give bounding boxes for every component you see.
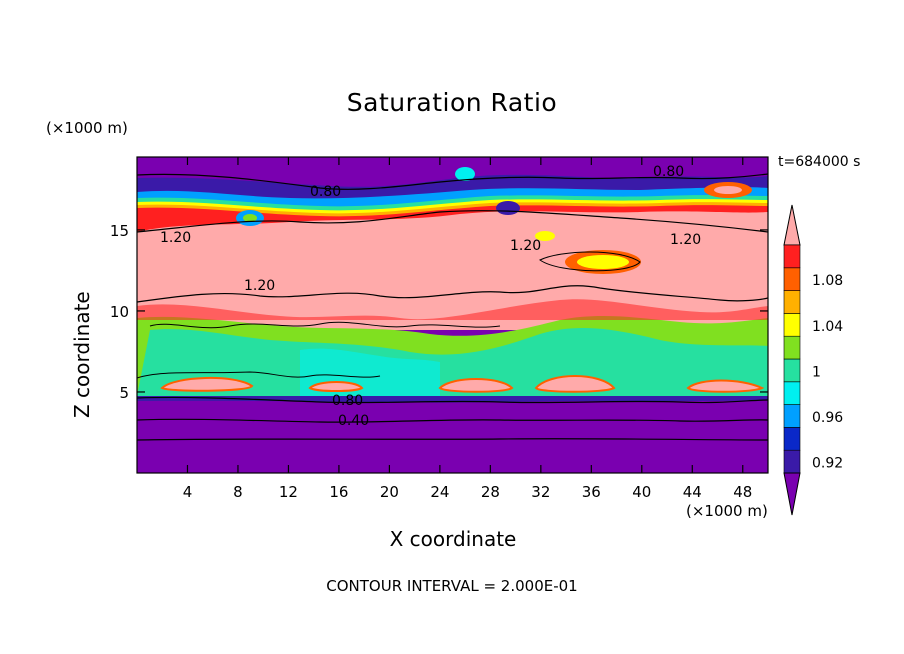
colorbar-extend-top bbox=[783, 204, 801, 246]
blob-3b bbox=[714, 186, 742, 194]
x-tick-label: 20 bbox=[380, 483, 399, 501]
field-lower-dry bbox=[137, 396, 768, 473]
blob-4 bbox=[455, 167, 475, 181]
lens-1 bbox=[160, 377, 254, 392]
y-axis-unit: (×1000 m) bbox=[46, 119, 128, 137]
plot-frame bbox=[136, 156, 769, 474]
colorbar-tick-label: 1.08 bbox=[812, 273, 843, 289]
colorbar-tick-label: 0.92 bbox=[812, 456, 843, 472]
time-label: t=684000 s bbox=[778, 154, 861, 170]
colorbar-bin bbox=[783, 267, 801, 291]
contour-label-8: 0.40 bbox=[338, 413, 369, 429]
colorbar-bin bbox=[783, 404, 801, 428]
colorbar-extend-bottom bbox=[783, 472, 801, 516]
contour-low-2 bbox=[137, 438, 768, 441]
colorbar-bin bbox=[783, 290, 801, 314]
contour-0-80-low bbox=[137, 396, 768, 404]
x-tick-label: 16 bbox=[329, 483, 348, 501]
contour-label-2: 1.20 bbox=[160, 230, 191, 246]
field-layer bbox=[137, 157, 768, 473]
blob-5 bbox=[496, 201, 520, 215]
field-supersat bbox=[137, 211, 768, 330]
chart-title: Saturation Ratio bbox=[346, 88, 558, 117]
contour-cell-1 bbox=[539, 251, 641, 272]
contour-0-40 bbox=[137, 418, 768, 423]
contour-1-20-upper bbox=[137, 210, 768, 233]
x-tick-label: 28 bbox=[481, 483, 500, 501]
colorbar-bin bbox=[783, 449, 801, 474]
contour-label-1: 0.80 bbox=[310, 184, 341, 200]
colorbar-bin bbox=[783, 427, 801, 451]
lens-3 bbox=[438, 378, 514, 393]
contour-labels: 0.80 1.20 1.20 0.80 1.20 1.20 0.80 0.40 bbox=[160, 164, 701, 429]
contour-label-7: 0.80 bbox=[332, 393, 363, 409]
colorbar-bin bbox=[783, 244, 801, 269]
blob-2b bbox=[243, 214, 257, 222]
contour-bl-1 bbox=[137, 371, 381, 379]
contour-1-20-lower bbox=[137, 285, 768, 303]
colorbar-bin bbox=[783, 335, 801, 360]
colorbar-bin bbox=[783, 381, 801, 405]
x-tick-label: 12 bbox=[279, 483, 298, 501]
colorbar-bin bbox=[783, 313, 801, 337]
colorbar: 0.92 0.96 1 1.04 1.08 bbox=[783, 204, 843, 516]
x-axis-ticks: 4 8 12 16 20 24 28 32 36 40 44 48 bbox=[183, 157, 752, 501]
lens-2 bbox=[308, 381, 364, 392]
contour-interval-note: CONTOUR INTERVAL = 2.000E-01 bbox=[326, 577, 578, 595]
contour-0-80-top bbox=[137, 173, 768, 190]
x-axis-unit: (×1000 m) bbox=[686, 502, 768, 520]
lens-4 bbox=[534, 375, 616, 393]
x-tick-label: 4 bbox=[183, 483, 193, 501]
y-tick-label: 15 bbox=[110, 222, 129, 240]
contour-layer bbox=[137, 173, 768, 441]
colorbar-tick-label: 1 bbox=[812, 364, 821, 380]
x-tick-label: 36 bbox=[582, 483, 601, 501]
colorbar-tick-label: 0.96 bbox=[812, 410, 843, 426]
y-axis-ticks: 5 10 15 bbox=[110, 222, 768, 402]
y-tick-label: 5 bbox=[119, 384, 129, 402]
colorbar-bin bbox=[783, 358, 801, 383]
field-bl-cyan bbox=[137, 327, 768, 396]
colorbar-tick-label: 1.04 bbox=[812, 319, 843, 335]
x-tick-label: 32 bbox=[531, 483, 550, 501]
blob-6 bbox=[535, 231, 555, 241]
lens-5 bbox=[686, 379, 765, 393]
x-tick-label: 40 bbox=[632, 483, 651, 501]
x-tick-label: 44 bbox=[683, 483, 702, 501]
contour-label-5: 1.20 bbox=[670, 232, 701, 248]
contour-label-3: 1.20 bbox=[510, 238, 541, 254]
field-mid-red bbox=[137, 299, 768, 320]
x-tick-label: 8 bbox=[233, 483, 243, 501]
x-tick-label: 48 bbox=[733, 483, 752, 501]
y-tick-label: 10 bbox=[110, 303, 129, 321]
x-axis-title: X coordinate bbox=[389, 527, 517, 551]
contour-mid-wiggle bbox=[149, 321, 501, 329]
blob-1b bbox=[577, 255, 629, 269]
contour-label-6: 1.20 bbox=[244, 278, 275, 294]
x-tick-label: 24 bbox=[430, 483, 449, 501]
contour-label-4: 0.80 bbox=[653, 164, 684, 180]
